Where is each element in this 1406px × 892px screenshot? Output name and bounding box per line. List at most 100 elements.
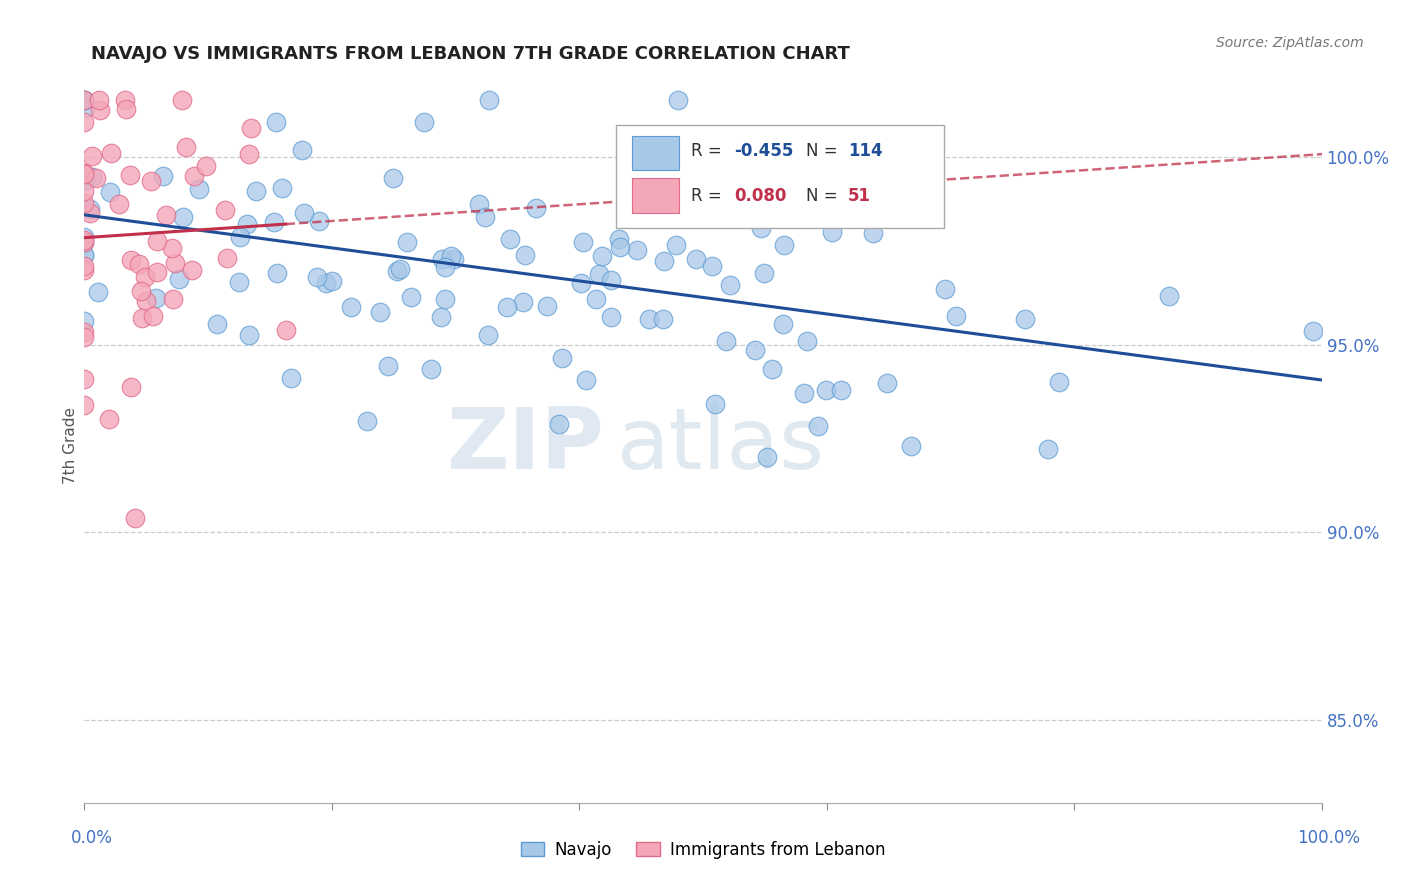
Point <box>73 184 96 198</box>
Point <box>160 241 183 255</box>
Point <box>170 94 193 108</box>
Point <box>84 170 107 185</box>
Point <box>1047 376 1070 390</box>
Point <box>107 196 129 211</box>
Point <box>73 330 96 344</box>
Point <box>429 310 451 325</box>
Point <box>118 169 141 183</box>
Point <box>934 282 956 296</box>
Text: N =: N = <box>806 143 842 161</box>
Text: ZIP: ZIP <box>446 404 605 488</box>
Point <box>238 146 260 161</box>
Text: Source: ZipAtlas.com: Source: ZipAtlas.com <box>1216 36 1364 50</box>
Point <box>548 417 571 431</box>
Point <box>862 226 884 240</box>
Point <box>100 145 122 160</box>
Point <box>73 314 96 328</box>
Point <box>793 386 815 401</box>
Point <box>607 232 630 246</box>
Point <box>129 284 152 298</box>
Point <box>73 174 96 188</box>
Point <box>87 285 110 299</box>
Point <box>645 210 668 224</box>
Point <box>626 243 648 257</box>
Point <box>755 209 778 223</box>
Point <box>142 309 165 323</box>
Point <box>725 194 748 208</box>
Point <box>167 272 190 286</box>
Point <box>430 252 453 267</box>
Point <box>609 239 631 253</box>
Point <box>575 373 598 387</box>
Point <box>401 290 423 304</box>
Text: N =: N = <box>806 186 842 204</box>
Point <box>434 260 457 275</box>
Point <box>513 248 536 262</box>
Point <box>181 262 204 277</box>
Text: -0.455: -0.455 <box>734 143 793 161</box>
Point <box>945 309 967 323</box>
Point <box>703 397 725 411</box>
Point <box>155 208 177 222</box>
Point <box>291 143 314 157</box>
Point <box>134 270 156 285</box>
Point <box>73 196 96 211</box>
Point <box>152 169 174 184</box>
Point <box>1159 289 1181 303</box>
Point <box>1302 324 1324 338</box>
Point <box>135 293 157 308</box>
Point <box>228 275 250 289</box>
Point <box>499 232 522 246</box>
Point <box>633 211 655 225</box>
Point <box>73 233 96 247</box>
Point <box>377 359 399 374</box>
Point <box>238 327 260 342</box>
Point <box>666 94 689 108</box>
Point <box>478 94 501 108</box>
Point <box>876 376 898 390</box>
Point <box>73 325 96 339</box>
Point <box>73 371 96 385</box>
Point <box>315 276 337 290</box>
Bar <box>633 136 679 169</box>
Point <box>73 263 96 277</box>
Point <box>240 121 263 136</box>
Point <box>420 362 443 376</box>
Text: 114: 114 <box>848 143 883 161</box>
Text: NAVAJO VS IMMIGRANTS FROM LEBANON 7TH GRADE CORRELATION CHART: NAVAJO VS IMMIGRANTS FROM LEBANON 7TH GR… <box>91 45 851 62</box>
Point <box>294 206 316 220</box>
Point <box>761 362 783 376</box>
Point <box>468 197 491 211</box>
Point <box>73 248 96 262</box>
Point <box>163 256 186 270</box>
Point <box>591 250 613 264</box>
Point <box>700 259 723 273</box>
Text: 0.080: 0.080 <box>734 186 786 204</box>
Point <box>73 167 96 181</box>
Text: atlas: atlas <box>616 404 824 488</box>
Point <box>524 201 547 215</box>
Point <box>536 300 558 314</box>
Point <box>236 217 259 231</box>
Point <box>600 273 623 287</box>
Point <box>183 169 205 183</box>
Point <box>114 94 136 108</box>
Point <box>73 94 96 108</box>
Point <box>413 115 436 129</box>
Point <box>752 267 775 281</box>
Point <box>98 185 121 199</box>
Point <box>756 450 779 464</box>
Text: 100.0%: 100.0% <box>1298 830 1360 847</box>
Point <box>82 169 104 184</box>
Point <box>205 317 228 331</box>
FancyBboxPatch shape <box>616 125 945 228</box>
Point <box>599 310 621 324</box>
Point <box>73 248 96 262</box>
Point <box>585 293 607 307</box>
Point <box>772 318 794 332</box>
Point <box>188 182 211 196</box>
Point <box>280 370 302 384</box>
Point <box>759 132 782 146</box>
Point <box>115 102 138 116</box>
Point <box>139 174 162 188</box>
